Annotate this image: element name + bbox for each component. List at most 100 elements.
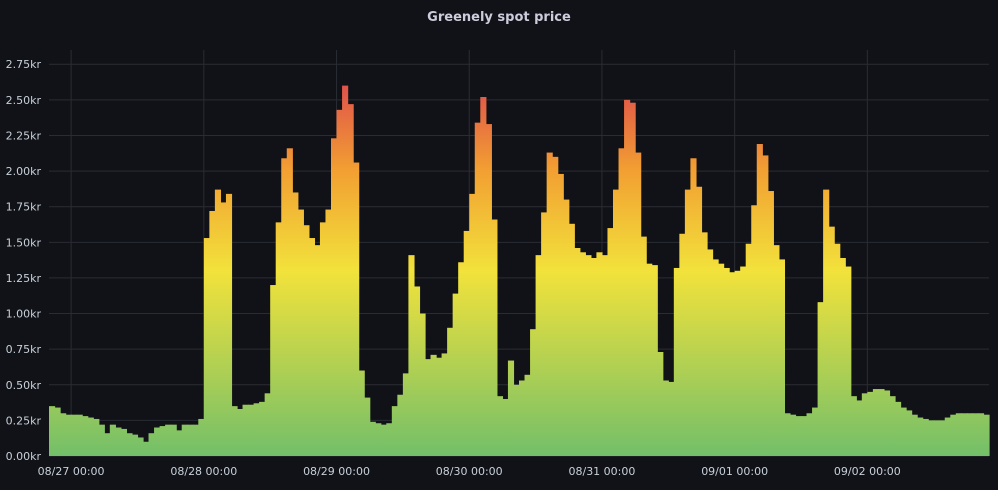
area-step [546,152,553,456]
area-step [480,97,487,456]
area-step [452,293,459,456]
area-step [319,222,327,456]
area-step [712,259,719,456]
area-step [922,418,929,456]
area-step [176,430,183,456]
area-step [325,209,332,456]
area-step [308,238,316,456]
y-tick-label: 0.75kr [6,343,42,356]
area-step [485,124,492,456]
y-tick-label: 0.00kr [6,450,42,463]
area-step [126,433,133,456]
area-step [618,148,625,457]
area-step [49,406,56,456]
area-step [430,354,437,456]
area-step [413,286,421,456]
area-step [972,413,979,456]
area-step [690,158,697,456]
area-step [640,236,647,456]
area-step [104,433,111,456]
area-step [834,243,841,456]
area-step [259,401,266,456]
area-step [977,413,985,456]
area-step [353,162,360,457]
area-step [806,413,813,456]
area-step [762,155,769,457]
area-step [596,252,603,456]
area-step [740,266,747,456]
area-step [563,199,570,456]
area-step [364,397,371,456]
area-step [115,427,122,456]
area-step [801,416,808,456]
area-step [695,186,703,456]
area-step [701,232,708,456]
area-step [883,390,891,456]
area-step [220,202,227,456]
area-step [679,233,686,456]
area-step [607,228,614,456]
area-step [120,428,128,456]
panel-title[interactable]: Greenely spot price [427,10,571,25]
area-step [789,414,797,456]
area-step [911,414,918,456]
area-step [87,417,94,456]
y-tick-label: 0.25kr [6,414,42,427]
area-step [839,257,846,456]
area-step [242,404,249,456]
area-step [209,210,216,456]
area-step [336,109,343,456]
area-step [773,245,780,456]
area-step [331,138,338,456]
area-step [425,359,432,456]
area-step [795,416,802,456]
area-step [585,255,592,456]
area-step [231,406,238,456]
area-step [507,360,515,456]
area-step [756,144,763,456]
x-tick-label: 08/27 00:00 [38,465,105,478]
area-step [402,373,410,456]
area-step [861,393,868,456]
area-step [347,104,354,456]
area-step [856,400,863,456]
area-step [342,85,349,457]
area-step [845,266,852,456]
area-step [966,413,974,456]
area-step [983,414,990,456]
area-step [955,413,962,456]
area-step [469,193,476,456]
area-step [751,205,758,456]
area-step [673,267,680,456]
area-step [939,420,946,456]
y-axis: 0.00kr 0.25kr 0.50kr 0.75kr 1.00kr 1.25kr 1.50… [6,58,42,463]
area-step [358,370,365,456]
y-tick-label: 1.25kr [6,272,42,285]
area-step [275,222,282,456]
area-step [828,226,835,456]
area-step [198,418,205,456]
x-axis: 08/27 00:00 08/28 00:00 08/29 00:00 08/30 0… [38,465,901,478]
area-step [541,212,548,456]
area-step [192,424,199,456]
area-step [154,427,161,456]
area-step [237,408,244,456]
area-step [601,255,609,456]
area-step [646,263,653,456]
x-tick-label: 08/31 00:00 [568,465,635,478]
area-step [203,238,210,456]
area-step [65,414,72,456]
area-step [419,313,426,456]
area-step [812,407,819,456]
area-step [60,413,67,456]
x-tick-label: 09/01 00:00 [701,465,768,478]
area-step [463,230,470,456]
area-step [143,441,150,456]
area-step [270,285,277,456]
area-step [181,424,188,456]
y-tick-label: 0.50kr [6,379,42,392]
area-step [82,416,89,456]
area-step [900,407,907,456]
